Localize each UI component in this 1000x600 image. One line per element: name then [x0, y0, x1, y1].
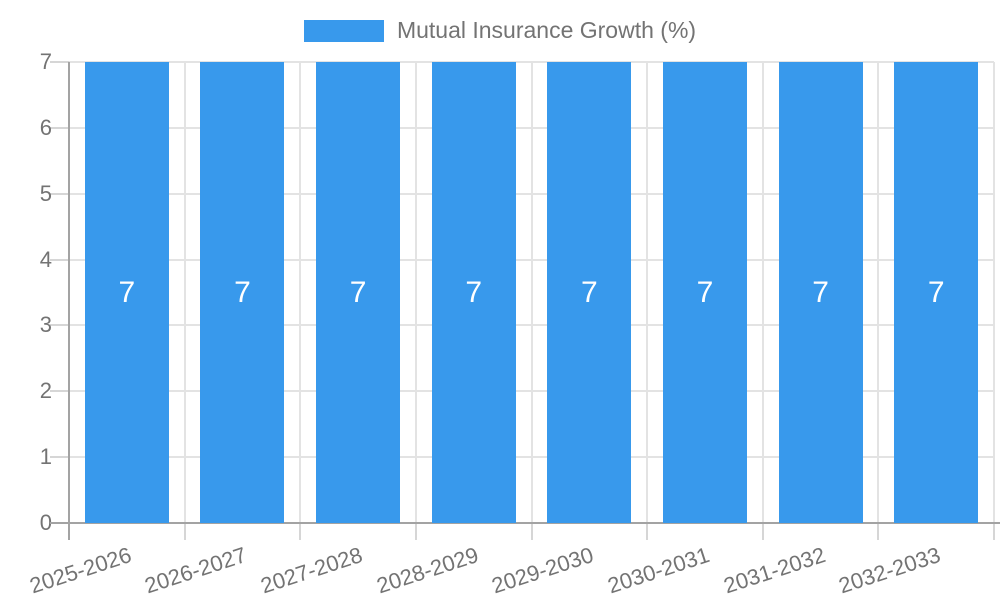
- y-tick-label: 7: [39, 49, 52, 74]
- bar[interactable]: 7: [547, 62, 632, 523]
- x-gridline: [183, 62, 186, 523]
- legend-swatch: [303, 19, 384, 42]
- bar[interactable]: 7: [84, 62, 169, 523]
- y-tick-mark: [50, 324, 69, 327]
- y-tick-mark: [50, 258, 69, 261]
- y-tick-label: 6: [39, 114, 52, 140]
- bar-value-label: 7: [234, 275, 251, 309]
- legend-label: Mutual Insurance Growth (%): [396, 17, 697, 43]
- x-tick-mark: [414, 523, 417, 540]
- bar-value-label: 7: [812, 275, 829, 309]
- x-axis-line: [50, 522, 1000, 524]
- bar-value-label: 7: [696, 275, 714, 309]
- x-tick-mark: [761, 523, 764, 540]
- y-tick-mark: [50, 61, 69, 63]
- x-tick-mark: [877, 523, 880, 540]
- y-axis-line: [68, 62, 70, 540]
- y-tick-mark: [50, 192, 69, 195]
- x-tick-mark: [183, 523, 186, 540]
- bar[interactable]: 7: [316, 62, 401, 523]
- legend[interactable]: Mutual Insurance Growth (%): [0, 17, 1000, 44]
- x-gridline: [530, 62, 533, 523]
- y-tick-label: 4: [39, 246, 52, 272]
- y-tick-mark: [50, 126, 69, 129]
- bar-value-label: 7: [118, 275, 136, 309]
- bar-value-label: 7: [349, 275, 367, 309]
- x-tick-mark: [299, 523, 302, 540]
- y-tick-label: 2: [39, 378, 52, 404]
- y-tick-label: 3: [39, 312, 52, 338]
- x-gridline: [299, 62, 302, 523]
- x-tick-mark: [530, 523, 533, 540]
- y-tick-label: 5: [39, 180, 52, 206]
- x-gridline: [993, 62, 995, 523]
- bar-value-label: 7: [927, 275, 945, 309]
- x-gridline: [646, 62, 649, 523]
- y-tick-mark: [50, 390, 69, 393]
- x-gridline: [877, 62, 880, 523]
- y-tick-mark: [50, 456, 69, 459]
- bar[interactable]: 7: [431, 62, 516, 523]
- bar-value-label: 7: [465, 275, 483, 309]
- bar[interactable]: 7: [894, 62, 979, 523]
- bar[interactable]: 7: [662, 62, 747, 523]
- y-tick-label: 1: [39, 444, 52, 470]
- x-tick-mark: [646, 523, 649, 540]
- x-tick-mark: [993, 523, 995, 540]
- x-gridline: [761, 62, 764, 523]
- x-gridline: [414, 62, 417, 523]
- bar[interactable]: 7: [778, 62, 863, 523]
- bar[interactable]: 7: [200, 62, 285, 523]
- bar-value-label: 7: [580, 275, 598, 309]
- y-tick-label: 0: [39, 510, 52, 535]
